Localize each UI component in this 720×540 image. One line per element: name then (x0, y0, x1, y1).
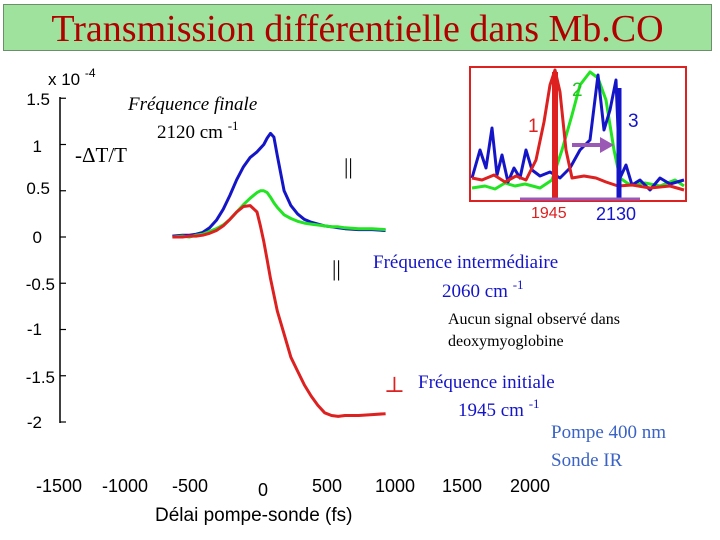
inset-red-spectrum (471, 68, 685, 192)
inset-green-spectrum (471, 70, 685, 191)
y-tick-label: 1.5 (26, 90, 50, 109)
x-tick-label: 2000 (510, 476, 550, 496)
x-tick-label: 500 (312, 476, 342, 496)
y-tick-label: 1 (33, 137, 42, 156)
inset-spectrum: 1 2 3 1945 2130 (469, 66, 687, 224)
inset-peak-label-2: 2 (572, 80, 583, 101)
y-tick-label: -0.5 (26, 275, 55, 294)
annotation-intermediate: Fréquence intermédiaire (373, 252, 558, 273)
y-tick-label: 0.5 (26, 179, 50, 198)
inset-tick-label: 1945 (531, 205, 567, 222)
x-axis-label: Délai pompe-sonde (fs) (155, 505, 352, 526)
y-scale-label: x 10 -4 (48, 66, 96, 89)
series-line-red (172, 204, 386, 418)
x-tick-label: 0 (258, 480, 268, 500)
x-tick-label: 1500 (442, 476, 482, 496)
y-tick-label: -1.5 (26, 368, 55, 387)
y-axis-label: -ΔT/T (75, 143, 127, 167)
inset-series-group (470, 68, 685, 201)
perpendicular-symbol: ⊥ (384, 372, 405, 397)
y-tick-label: -1 (27, 320, 42, 339)
annotation-final-sub: 2120 cm -1 (157, 118, 239, 143)
y-tick-label: -2 (27, 413, 42, 432)
x-tick-label: -500 (172, 476, 208, 496)
y-axis-ticks (60, 97, 66, 423)
parallel-symbol: || (332, 256, 341, 281)
inset-peak-label-3: 3 (628, 111, 639, 132)
annotation-initial-sub: 1945 cm -1 (458, 396, 540, 421)
annotation-intermediate-sub: 2060 cm -1 (442, 277, 524, 302)
x-tick-label: -1000 (102, 476, 148, 496)
annotation-initial: Fréquence initiale (418, 372, 555, 393)
inset-shift-arrowhead (600, 137, 614, 153)
parallel-symbol: || (344, 154, 353, 179)
pump-label: Pompe 400 nm (551, 422, 666, 443)
inset-tick-label: 2130 (596, 204, 636, 224)
x-tick-label: 1000 (375, 476, 415, 496)
inset-peak-label-1: 1 (528, 116, 539, 137)
annotation-deoxy-line1: Aucun signal observé dans (448, 311, 620, 328)
annotation-deoxy-line2: deoxymyoglobine (448, 333, 564, 350)
annotation-final: Fréquence finale (127, 94, 257, 115)
main-series-group (172, 131, 386, 418)
chart-title: Transmission différentielle dans Mb.CO (51, 8, 664, 50)
y-tick-label: 0 (33, 228, 42, 247)
series-line-green (172, 189, 386, 239)
x-tick-label: -1500 (36, 476, 82, 496)
series-line-blue (172, 131, 386, 238)
probe-label: Sonde IR (551, 450, 623, 471)
title-box: Transmission différentielle dans Mb.CO (3, 4, 712, 51)
